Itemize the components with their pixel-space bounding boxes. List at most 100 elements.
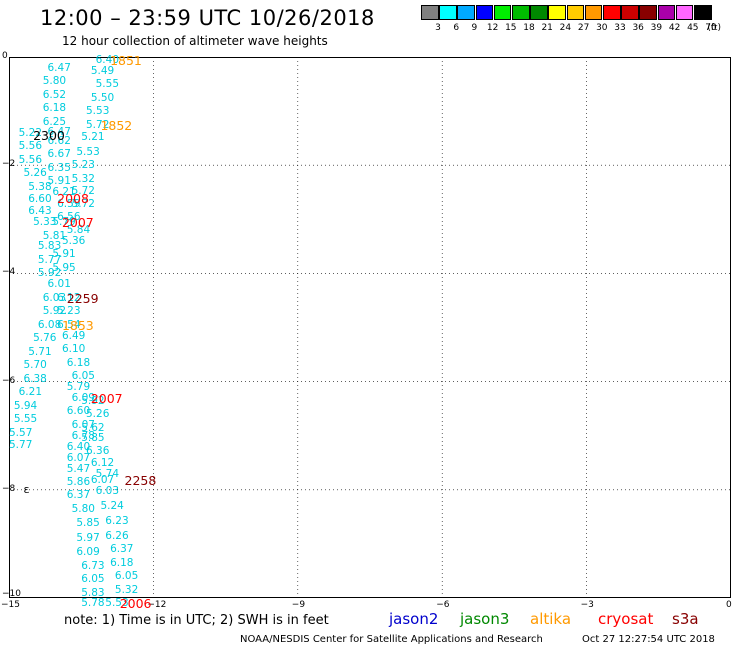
pass-time-label: 2008: [57, 190, 89, 206]
wave-height-label: 6.59: [57, 198, 81, 211]
credit-line: NOAA/NESDIS Center for Satellite Applica…: [240, 634, 543, 645]
pass-time-label: 2300: [33, 128, 65, 144]
wave-height-label: 5.72: [71, 185, 95, 198]
satellite-cryosat: cryosat: [598, 610, 654, 628]
wave-height-label: 6.18: [110, 556, 134, 569]
wave-height-label: 6.05: [114, 570, 139, 583]
chart-subtitle: 12 hour collection of altimeter wave hei…: [62, 34, 328, 48]
x-tick-label: −6: [436, 600, 450, 610]
wave-height-label: 6.12: [90, 456, 115, 469]
wave-height-label: 5.92: [81, 394, 105, 407]
pass-time-label: 1851: [110, 52, 142, 68]
legend-swatch: [694, 5, 712, 20]
pass-time-label: 2006: [119, 596, 152, 612]
y-tick-label: −10: [2, 589, 21, 599]
pass-time-label: 2258: [124, 473, 157, 489]
wave-height-label: 6.37: [110, 543, 134, 556]
x-tick-label: −15: [1, 600, 20, 610]
wave-height-label: 6.03: [42, 291, 67, 304]
wave-height-label: 5.57: [9, 426, 33, 439]
wave-height-label: 5.91: [52, 248, 76, 261]
wave-height-label: 5.55: [95, 78, 120, 91]
wave-height-label: 5.33: [33, 216, 57, 228]
wave-height-label: 6.47: [47, 61, 71, 74]
legend-tick-label: 42: [668, 23, 681, 33]
y-tick-label: 0: [2, 51, 8, 61]
wave-height-label: 5.85: [76, 517, 100, 530]
wave-height-label: 5.92: [42, 305, 67, 318]
legend-tick-label: 3: [435, 23, 441, 33]
wave-height-label: 6.18: [66, 356, 91, 369]
wave-height-label: 5.36: [61, 234, 86, 247]
wave-height-label: 6.43: [28, 205, 52, 218]
wave-height-label: 6.07: [66, 452, 91, 465]
wave-height-label: 5.23: [57, 305, 81, 318]
map-plot[interactable]: [9, 57, 731, 598]
wave-height-label: 6.36: [86, 444, 110, 457]
wave-height-label: 5.79: [66, 381, 91, 393]
legend-unit: (ft): [707, 23, 721, 33]
pass-time-label: 2007: [90, 390, 123, 406]
wave-height-label: 5.23: [71, 159, 95, 172]
wave-height-label: 5.47: [66, 463, 91, 476]
legend-swatch: [530, 5, 548, 20]
wave-height-label: 5.62: [81, 421, 105, 434]
wave-height-label: 6.21: [18, 386, 43, 399]
wave-height-label: 6.09: [76, 546, 100, 558]
legend-tick-label: 36: [632, 23, 644, 33]
legend-tick-label: 70: [705, 23, 717, 33]
legend-swatch: [639, 5, 657, 20]
legend-swatch: [493, 5, 512, 20]
wave-height-label: 6.25: [42, 115, 67, 128]
legend-swatch: [512, 5, 530, 20]
wave-height-label: 5.26: [23, 167, 47, 180]
y-tick-label: −6: [2, 375, 16, 386]
wave-height-label: 5.77: [9, 439, 33, 452]
pass-time-label: 1852: [100, 117, 133, 133]
wave-height-label: 5.32: [114, 583, 139, 596]
legend-swatch: [584, 5, 603, 20]
legend-swatch: [566, 5, 585, 20]
wave-height-label: 5.50: [90, 91, 115, 104]
wave-height-label: 5.74: [95, 467, 120, 480]
legend-tick-label: 15: [505, 23, 517, 33]
legend-tick-label: 45: [687, 23, 699, 33]
wave-height-label: 5.83: [81, 586, 105, 599]
wave-height-label: 6.10: [61, 343, 86, 356]
wave-height-label: 5.53: [76, 145, 100, 158]
wave-height-label: 5.76: [33, 332, 57, 345]
wave-height-label: 5.70: [23, 359, 47, 372]
wave-height-label: 5.80: [42, 75, 67, 88]
legend-tick-label: 6: [453, 23, 460, 33]
legend-swatch: [439, 5, 457, 20]
satellite-s3a: s3a: [672, 610, 699, 628]
wave-height-label: 6.18: [42, 102, 67, 115]
legend-swatch: [475, 5, 494, 20]
color-legend: 3 6 9 12 15 18 21 24 27 30 33 36 39 42 45 70 (ft): [421, 5, 728, 37]
wave-height-label: 5.53: [86, 105, 110, 118]
wave-height-label: 5.92: [37, 267, 62, 280]
wave-height-label: 6.05: [81, 573, 105, 586]
satellite-jason2: jason2: [389, 610, 439, 628]
legend-swatch: [675, 5, 694, 20]
wave-height-label: 6.78: [71, 429, 95, 442]
wave-height-label: 6.40: [95, 53, 120, 66]
wave-height-label: 5.83: [37, 240, 62, 253]
wave-height-label: 5.22: [18, 126, 43, 139]
wave-height-label: 6.73: [81, 559, 105, 572]
coastline-marker: ε: [23, 482, 30, 496]
wave-height-label: 6.67: [47, 148, 71, 161]
wave-height-label: 6.38: [23, 372, 47, 385]
x-tick-label: −9: [291, 600, 306, 610]
legend-tick-label: 12: [486, 23, 499, 33]
y-tick-label: −8: [2, 483, 16, 494]
wave-height-label: 5.95: [52, 261, 76, 274]
x-tick-label: −12: [147, 600, 167, 610]
satellite-altika: altika: [530, 610, 572, 628]
wave-height-label: 5.85: [81, 432, 105, 445]
pass-time-label: 1853: [61, 317, 94, 333]
wave-height-label: 5.49: [90, 64, 115, 77]
wave-height-label: 6.54: [57, 318, 81, 331]
satellite-jason3: jason3: [460, 610, 510, 628]
map-frame: [9, 57, 731, 598]
